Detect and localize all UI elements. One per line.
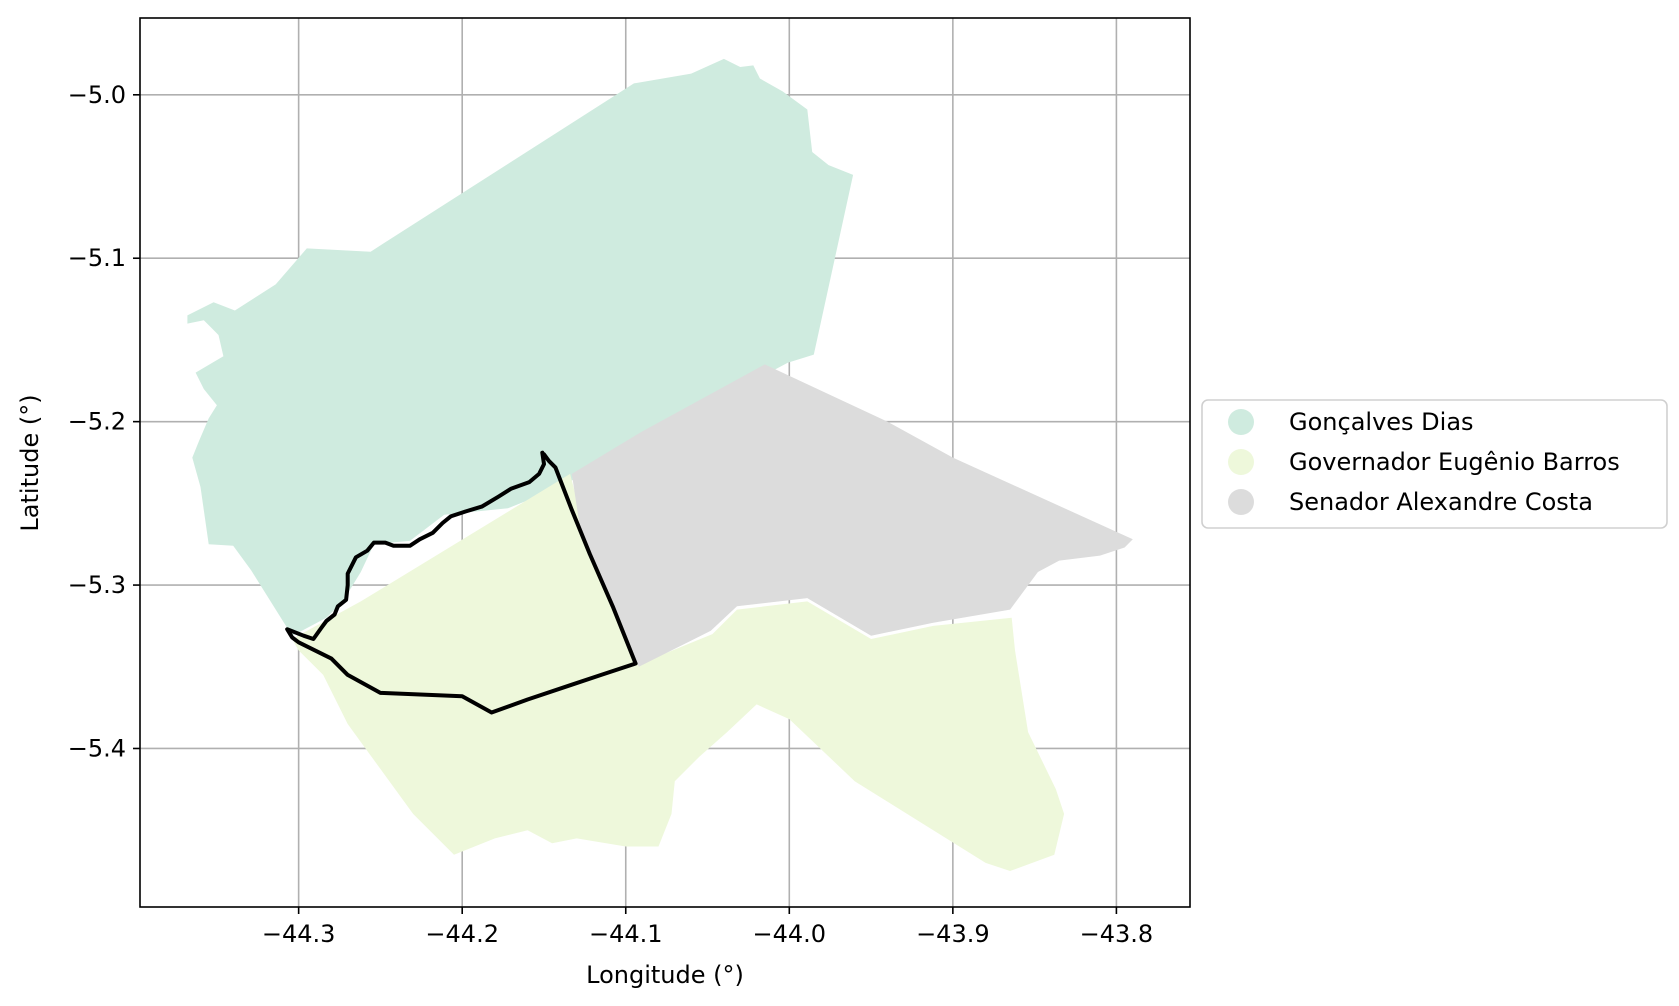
region-senador-alexandre-costa — [571, 364, 1133, 667]
region-polygons — [187, 58, 1133, 871]
legend-marker — [1228, 449, 1254, 475]
region-gon-alves-dias — [187, 58, 854, 636]
x-tick-label: −43.9 — [916, 920, 990, 948]
y-tick-label: −5.3 — [68, 571, 126, 599]
region-governador-eug-nio-barros — [292, 473, 1065, 871]
legend-marker — [1228, 409, 1254, 435]
y-tick-label: −5.0 — [68, 81, 126, 109]
legend-marker — [1228, 489, 1254, 515]
x-tick-label: −44.2 — [425, 920, 499, 948]
y-tick-label: −5.1 — [68, 244, 126, 272]
legend-label: Gonçalves Dias — [1289, 408, 1474, 436]
legend-label: Senador Alexandre Costa — [1289, 488, 1593, 516]
x-axis-label: Longitude (°) — [586, 961, 744, 989]
plot-frame — [139, 17, 1191, 908]
legend-label: Governador Eugênio Barros — [1289, 448, 1620, 476]
y-axis-ticks: −5.0 −5.1 −5.2 −5.3 −5.4 — [68, 81, 140, 762]
y-axis-label: Latitude (°) — [16, 394, 44, 531]
x-tick-label: −44.3 — [262, 920, 336, 948]
outline-path — [285, 450, 638, 715]
outline-boundary — [285, 450, 638, 715]
y-tick-label: −5.2 — [68, 408, 126, 436]
x-tick-label: −44.1 — [589, 920, 663, 948]
legend-frame — [1201, 399, 1668, 529]
x-tick-label: −43.8 — [1080, 920, 1154, 948]
y-tick-label: −5.4 — [68, 734, 126, 762]
x-axis-ticks: −44.3 −44.2 −44.1 −44.0 −43.9 −43.8 — [262, 907, 1153, 948]
x-tick-label: −44.0 — [753, 920, 827, 948]
legend: Gonçalves Dias Governador Eugênio Barros S… — [1201, 399, 1668, 529]
